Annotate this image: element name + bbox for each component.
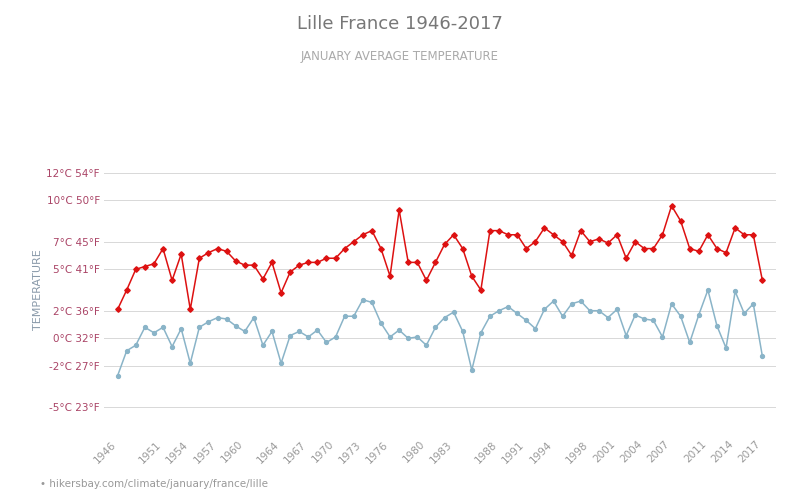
Y-axis label: TEMPERATURE: TEMPERATURE	[33, 250, 43, 330]
Text: JANUARY AVERAGE TEMPERATURE: JANUARY AVERAGE TEMPERATURE	[301, 50, 499, 63]
Text: • hikersbay.com/climate/january/france/lille: • hikersbay.com/climate/january/france/l…	[40, 479, 268, 489]
Text: Lille France 1946-2017: Lille France 1946-2017	[297, 15, 503, 33]
